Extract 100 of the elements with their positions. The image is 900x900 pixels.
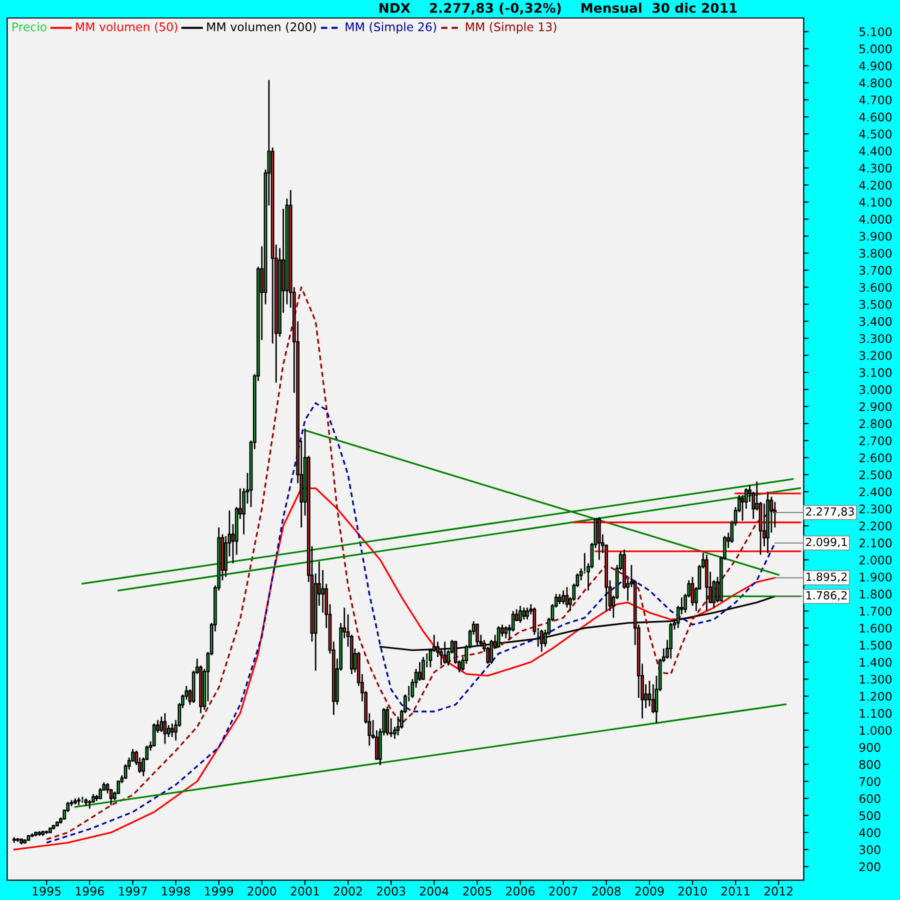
y-tick-label: 1.600	[860, 624, 892, 633]
annotation: 1.786,2	[806, 591, 847, 601]
candlestick	[386, 706, 390, 736]
x-tick-label: 1999	[205, 886, 234, 896]
y-tick-label: 3.100	[859, 368, 892, 378]
x-tick-label: 2009	[635, 886, 664, 896]
y-tick-label: 1.400	[860, 658, 892, 667]
y-tick-label: 4.700	[859, 96, 892, 104]
y-tick-label: 1.800	[860, 590, 892, 599]
x-tick-label: 1996	[76, 886, 104, 896]
candlestick	[160, 716, 164, 733]
y-tick-label: 4.000	[859, 214, 892, 224]
x-tick-label: 2005	[463, 886, 492, 896]
y-tick-label: 400	[859, 828, 880, 838]
candlestick	[526, 606, 529, 620]
candlestick	[418, 661, 422, 682]
y-tick-label: 4.200	[859, 180, 892, 190]
y-tick-label: 4.100	[859, 198, 892, 207]
candlestick	[690, 576, 694, 607]
y-tick-label: 1.500	[860, 640, 892, 650]
y-tick-label: 2.800	[859, 419, 892, 428]
annotation: 2.277,83	[806, 507, 854, 517]
y-tick-label: 2.600	[859, 453, 892, 462]
y-tick-label: 300	[859, 845, 880, 854]
line-series	[13, 487, 776, 850]
candlestick	[152, 722, 156, 748]
y-tick-label: 4.800	[859, 78, 892, 88]
x-tick-label: 2007	[549, 886, 578, 896]
x-tick-label: 2012	[764, 886, 792, 896]
y-tick-label: 4.400	[859, 146, 892, 156]
y-tick-label: 3.500	[859, 300, 892, 309]
line-series	[46, 286, 776, 840]
y-tick-label: 2.400	[859, 487, 892, 496]
y-tick-label: 1.300	[860, 674, 892, 684]
x-tick-label: 2006	[506, 886, 535, 896]
y-tick-label: 1.900	[860, 572, 892, 582]
legend-label: MM volumen (200)	[207, 22, 316, 33]
legend-label: MM volumen (50)	[76, 22, 178, 33]
y-tick-label: 3.000	[859, 385, 892, 394]
y-tick-label: 1.700	[860, 606, 892, 616]
y-tick-label: 2.700	[859, 436, 892, 446]
line-series	[46, 402, 776, 844]
candlestick	[166, 724, 170, 738]
y-tick-label: 5.000	[859, 44, 892, 54]
y-tick-label: 1.000	[860, 726, 892, 735]
text: Precio	[12, 22, 46, 32]
annotation: 2.099,1	[806, 538, 847, 548]
candlestick	[476, 623, 479, 646]
candlestick	[562, 590, 565, 605]
x-tick-label: 2000	[248, 886, 276, 896]
y-tick-label: 900	[859, 743, 880, 752]
candlestick	[518, 605, 522, 624]
y-tick-label: 3.900	[859, 232, 892, 241]
candlestick	[98, 787, 102, 800]
x-tick-label: 2002	[334, 886, 362, 896]
y-tick-label: 3.200	[859, 351, 892, 360]
y-tick-label: 3.400	[859, 317, 892, 326]
candlestick	[496, 626, 500, 648]
y-tick-label: 500	[859, 811, 880, 820]
y-tick-label: 4.500	[859, 130, 892, 139]
chart-title: NDX 2.277,83 (-0,32%) Mensual 30 dic 2011	[380, 2, 737, 15]
x-tick-label: 1995	[32, 886, 61, 896]
y-tick-label: 3.700	[859, 266, 892, 275]
candlestick	[651, 684, 655, 714]
x-tick-label: 1998	[162, 886, 190, 896]
x-tick-label: 2003	[376, 886, 406, 896]
y-tick-label: 2.900	[859, 402, 892, 412]
x-tick-label: 1997	[119, 886, 147, 896]
candlestick	[597, 516, 601, 561]
y-tick-label: 4.300	[859, 164, 892, 173]
y-tick-label: 2.500	[859, 470, 892, 480]
x-tick-label: 2004	[420, 886, 448, 896]
y-tick-label: 3.800	[859, 248, 892, 258]
y-tick-label: 1.100	[860, 708, 892, 718]
candlestick	[163, 712, 167, 745]
y-tick-label: 4.600	[859, 112, 892, 122]
annotation: 1.895,2	[806, 572, 847, 582]
y-tick-label: 5.100	[859, 27, 892, 36]
x-tick-label: 2001	[290, 886, 319, 896]
x-tick-label: 2008	[592, 886, 621, 896]
candlestick	[422, 656, 425, 681]
candlestick	[522, 606, 526, 620]
y-tick-label: 800	[859, 760, 880, 769]
candlestick	[558, 593, 562, 605]
y-tick-label: 200	[859, 862, 880, 872]
candlestick	[504, 626, 508, 639]
x-tick-label: 2010	[678, 886, 707, 896]
legend-label: MM (Simple 26)	[346, 22, 436, 34]
candlestick	[321, 569, 324, 614]
x-tick-label: 2011	[721, 886, 750, 896]
y-tick-label: 2.300	[859, 504, 892, 514]
y-tick-label: 2.100	[859, 538, 892, 548]
y-tick-label: 3.300	[859, 334, 892, 343]
y-tick-label: 4.900	[859, 61, 892, 70]
candlestick	[170, 722, 174, 738]
y-tick-label: 600	[859, 794, 880, 804]
y-tick-label: 1.200	[860, 692, 892, 701]
y-tick-label: 3.600	[859, 282, 892, 292]
y-tick-label: 2.200	[859, 522, 892, 530]
y-tick-label: 2.000	[859, 556, 892, 565]
